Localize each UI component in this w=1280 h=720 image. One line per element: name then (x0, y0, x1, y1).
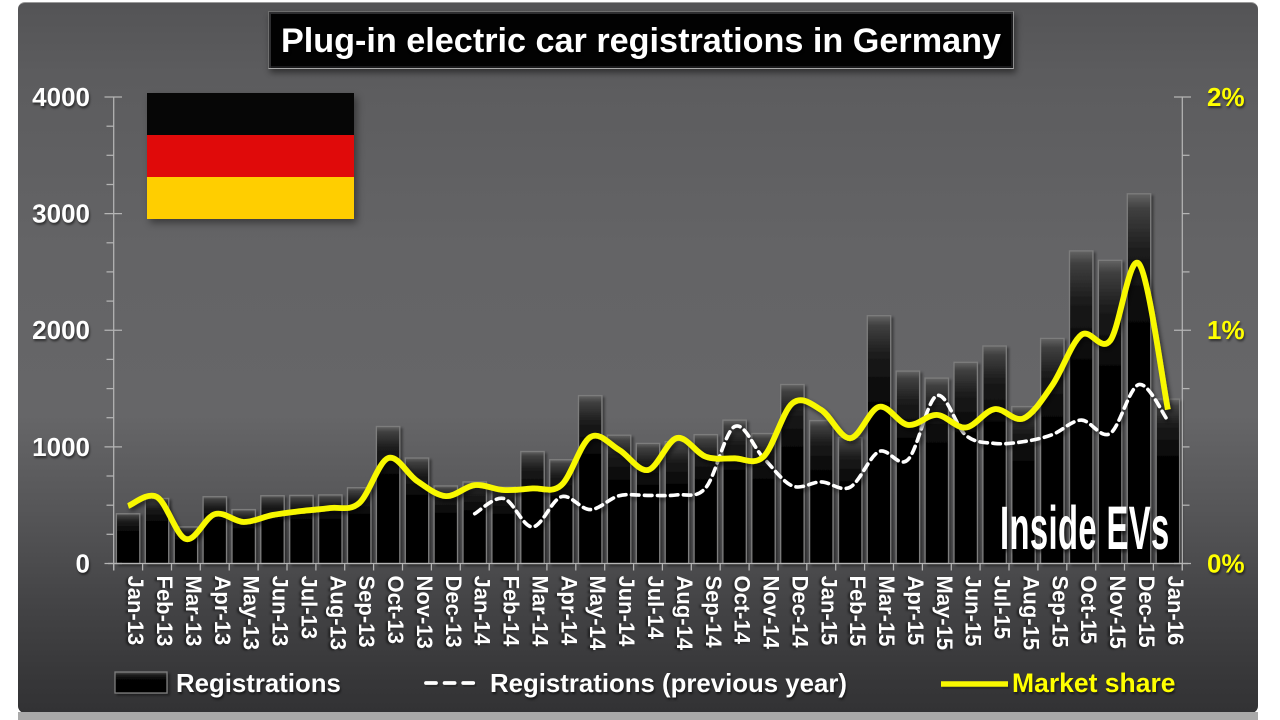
svg-text:Jul-14: Jul-14 (643, 576, 668, 640)
svg-text:1000: 1000 (32, 432, 90, 462)
svg-text:Jan-15: Jan-15 (816, 576, 841, 646)
svg-text:Apr-15: Apr-15 (903, 576, 928, 646)
svg-text:Sep-13: Sep-13 (354, 576, 379, 648)
svg-text:Jun-15: Jun-15 (961, 576, 986, 647)
svg-text:May-14: May-14 (585, 576, 610, 651)
svg-text:Registrations (previous year): Registrations (previous year) (490, 670, 847, 698)
svg-text:Jul-15: Jul-15 (990, 576, 1015, 640)
svg-text:Feb-15: Feb-15 (845, 576, 870, 647)
svg-text:Sep-14: Sep-14 (701, 576, 726, 649)
svg-text:Sep-15: Sep-15 (1047, 576, 1072, 648)
svg-text:Registrations: Registrations (176, 670, 341, 698)
svg-text:Feb-13: Feb-13 (152, 576, 177, 647)
svg-text:Dec-13: Dec-13 (441, 576, 466, 648)
svg-text:Jun-14: Jun-14 (614, 576, 639, 648)
svg-text:Mar-14: Mar-14 (528, 576, 553, 648)
svg-text:Oct-14: Oct-14 (730, 576, 755, 645)
svg-text:Oct-13: Oct-13 (383, 576, 408, 644)
svg-text:Nov-14: Nov-14 (759, 576, 784, 650)
svg-text:Aug-15: Aug-15 (1019, 576, 1044, 651)
svg-text:May-15: May-15 (932, 576, 957, 651)
svg-text:Oct-15: Oct-15 (1076, 576, 1101, 644)
svg-text:Feb-14: Feb-14 (499, 576, 524, 648)
svg-text:Jan-14: Jan-14 (470, 576, 495, 646)
svg-text:Apr-14: Apr-14 (556, 576, 581, 646)
svg-text:1%: 1% (1207, 315, 1245, 345)
svg-text:4000: 4000 (32, 82, 90, 112)
svg-text:2000: 2000 (32, 315, 90, 345)
svg-text:3000: 3000 (32, 199, 90, 229)
svg-text:Market share: Market share (1012, 668, 1176, 698)
svg-text:Aug-13: Aug-13 (325, 576, 350, 651)
svg-text:Jan-16: Jan-16 (1163, 576, 1188, 646)
svg-text:Nov-13: Nov-13 (412, 576, 437, 649)
svg-text:Dec-14: Dec-14 (787, 576, 812, 649)
svg-text:Dec-15: Dec-15 (1134, 576, 1159, 648)
svg-text:0%: 0% (1207, 549, 1245, 579)
svg-text:Apr-13: Apr-13 (210, 576, 235, 646)
svg-text:Jul-13: Jul-13 (296, 576, 321, 640)
svg-text:Aug-14: Aug-14 (672, 576, 697, 651)
svg-text:Mar-15: Mar-15 (874, 576, 899, 647)
svg-text:Jan-13: Jan-13 (123, 576, 148, 646)
svg-text:Mar-13: Mar-13 (181, 576, 206, 647)
svg-text:2%: 2% (1207, 82, 1245, 112)
svg-text:May-13: May-13 (239, 576, 264, 651)
svg-text:Nov-15: Nov-15 (1105, 576, 1130, 649)
svg-text:Jun-13: Jun-13 (268, 576, 293, 647)
svg-text:0: 0 (76, 549, 90, 579)
